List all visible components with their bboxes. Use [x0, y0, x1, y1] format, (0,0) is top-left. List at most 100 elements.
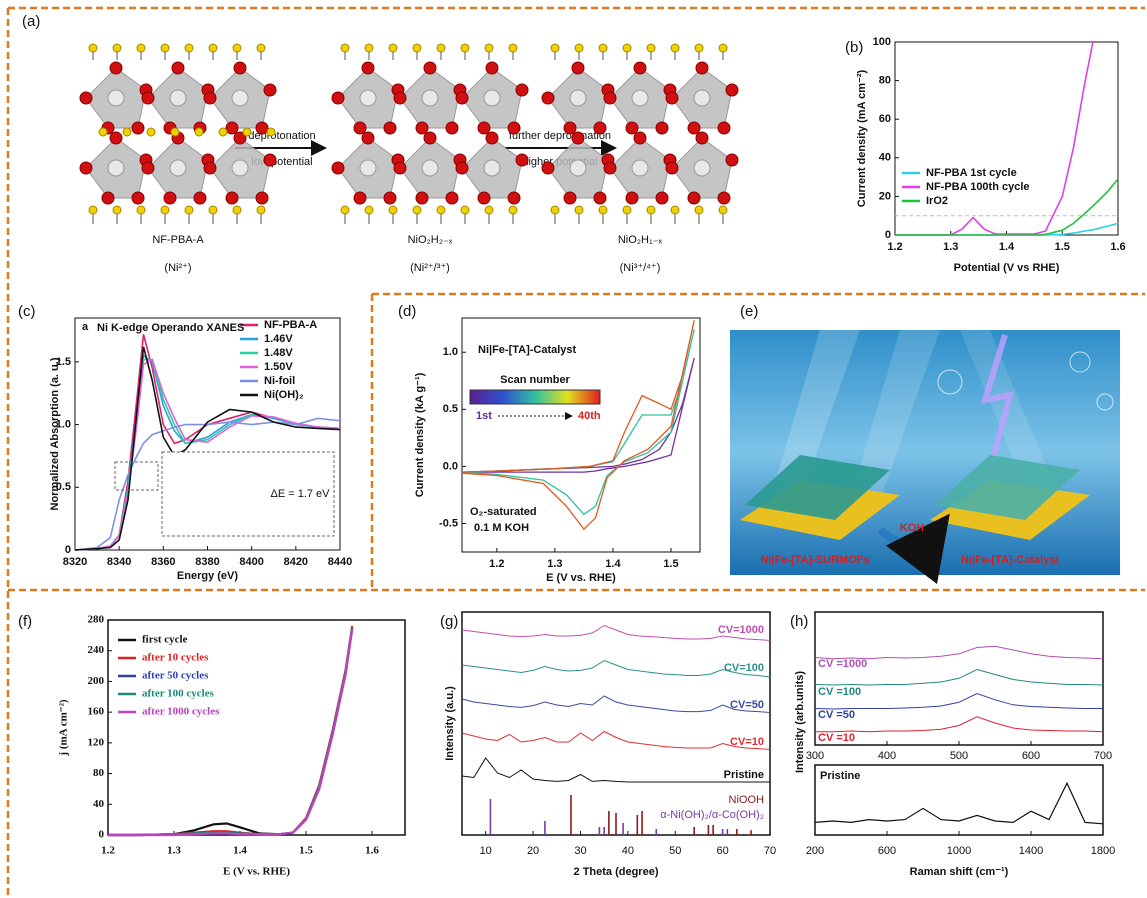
y-tick-label: 0.0: [443, 460, 458, 472]
series-label: CV =100: [818, 686, 861, 698]
o-atom: [594, 122, 606, 134]
x-tick-label: 60: [716, 845, 728, 857]
o-atom: [508, 192, 520, 204]
h-atom: [89, 44, 97, 52]
legend-label: 1.50V: [264, 361, 293, 373]
caption: Ni|Fe-[TA]-Catalyst: [961, 554, 1060, 566]
structure-name: NiO₂H₁₋ₓ: [618, 234, 663, 246]
o-atom: [626, 122, 638, 134]
y-tick-label: -0.5: [439, 517, 458, 529]
ni-atom: [484, 160, 500, 176]
x-tick-label: 1.6: [1110, 241, 1125, 253]
y-axis-label: Normalized Absorption (a. u.): [49, 357, 61, 510]
x-tick-label: 30: [574, 845, 586, 857]
h-atom: [623, 206, 631, 214]
h-atom: [413, 206, 421, 214]
h-atom: [647, 44, 655, 52]
x-tick-label: 8400: [239, 556, 263, 568]
zoom-box: [115, 462, 158, 490]
y-tick-label: 160: [88, 706, 105, 718]
reagent: KOH: [900, 522, 925, 534]
panel-label: (c): [18, 303, 36, 320]
y-axis-label: Current density (mA cm⁻²): [856, 69, 868, 207]
legend-label: Ni(OH)₂: [264, 389, 304, 401]
reference-label: α-Ni(OH)₂/α-Co(OH)₂: [660, 809, 764, 821]
o-atom: [80, 92, 92, 104]
o-atom: [142, 162, 154, 174]
o-atom: [264, 84, 276, 96]
o-atom: [226, 192, 238, 204]
ni-atom: [232, 160, 248, 176]
h-atom: [161, 206, 169, 214]
h-atom: [113, 44, 121, 52]
o-atom: [572, 62, 584, 74]
x-tick-label: 1400: [1019, 845, 1043, 857]
h-atom: [671, 44, 679, 52]
h-atom: [209, 206, 217, 214]
reference-label: NiOOH: [729, 794, 765, 806]
o-atom: [688, 192, 700, 204]
o-atom: [256, 122, 268, 134]
ni-atom: [484, 90, 500, 106]
x-axis-label: E (V vs. RHE): [223, 866, 290, 878]
o-atom: [446, 122, 458, 134]
ni-atom: [170, 160, 186, 176]
y-axis-label: Current density (kA g⁻¹): [414, 372, 426, 497]
h-atom: [243, 128, 251, 136]
o-atom: [354, 122, 366, 134]
x-tick-label: 1.4: [233, 845, 247, 857]
y-tick-label: 0: [65, 544, 71, 556]
series-label: CV =10: [818, 732, 855, 744]
x-axis-label: Potential (V vs RHE): [954, 262, 1060, 274]
o-atom: [594, 192, 606, 204]
o-atom: [486, 132, 498, 144]
h-atom: [551, 206, 559, 214]
y-tick-label: 0: [99, 829, 105, 841]
legend-label: after 50 cycles: [142, 670, 209, 682]
h-atom: [389, 44, 397, 52]
colorbar-start: 1st: [476, 410, 492, 422]
ni-atom: [422, 160, 438, 176]
x-axis-label: Energy (eV): [177, 570, 238, 582]
x-tick-label: 400: [878, 750, 896, 762]
x-tick-label: 200: [806, 845, 824, 857]
colorbar-end: 40th: [578, 410, 601, 422]
o-atom: [696, 62, 708, 74]
panel-label: (e): [740, 303, 758, 320]
o-atom: [204, 162, 216, 174]
o-atom: [634, 132, 646, 144]
series-label: CV=50: [730, 699, 764, 711]
x-axis-label: E (V vs. RHE): [546, 572, 616, 584]
o-atom: [516, 84, 528, 96]
o-atom: [542, 92, 554, 104]
x-tick-label: 20: [527, 845, 539, 857]
x-tick-label: 1.5: [299, 845, 313, 857]
legend-label: 1.48V: [264, 347, 293, 359]
y-tick-label: 200: [88, 675, 105, 687]
h-atom: [185, 44, 193, 52]
h-atom: [695, 44, 703, 52]
y-axis-label: Intensity (arb.units): [794, 671, 806, 773]
h-atom: [719, 44, 727, 52]
x-tick-label: 1.3: [547, 558, 562, 570]
ni-atom: [632, 90, 648, 106]
o-atom: [478, 192, 490, 204]
o-atom: [446, 192, 458, 204]
o-atom: [696, 132, 708, 144]
colorbar-title: Scan number: [500, 374, 570, 386]
o-atom: [508, 122, 520, 134]
panel-label: (h): [790, 613, 808, 630]
o-atom: [194, 192, 206, 204]
h-atom: [485, 44, 493, 52]
o-atom: [726, 84, 738, 96]
y-tick-label: 100: [873, 36, 891, 48]
h-atom: [389, 206, 397, 214]
h-atom: [575, 206, 583, 214]
y-tick-label: 240: [88, 644, 105, 656]
y-tick-label: 120: [88, 736, 105, 748]
h-atom: [113, 206, 121, 214]
o-atom: [604, 162, 616, 174]
o-atom: [542, 162, 554, 174]
x-tick-label: 1000: [947, 845, 971, 857]
